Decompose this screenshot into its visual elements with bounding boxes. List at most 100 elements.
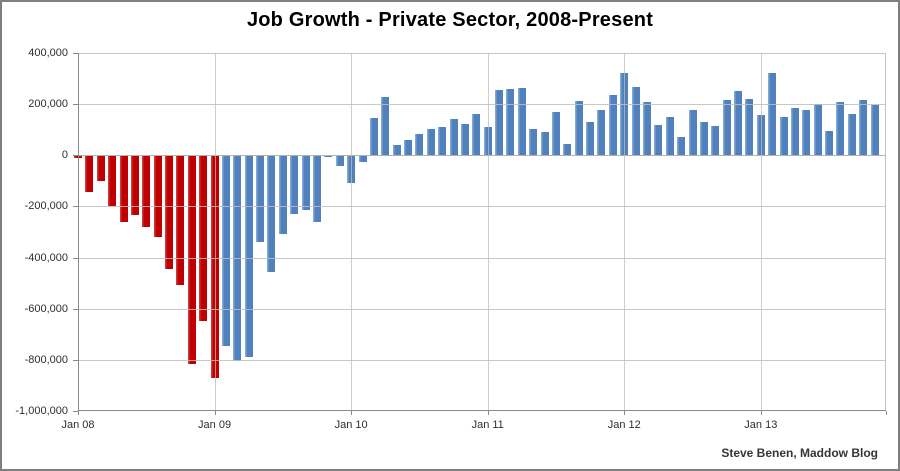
year-gridline-Jan 12 [624,53,626,411]
bar-apr-2011 [517,88,526,156]
bar-jun-2012 [677,137,686,156]
bar-jul-2010 [415,133,424,156]
x-axis-tick [760,411,762,415]
bar-dec-2008 [199,155,208,321]
bar-jun-2011 [540,132,549,156]
bar-oct-2011 [586,122,595,156]
bar-dec-2009 [335,155,344,166]
bar-dec-2012 [745,98,754,156]
year-gridline-Jan 09 [214,53,216,411]
y-axis-tick [73,104,78,106]
bar-may-2009 [256,155,265,242]
bar-nov-2010 [460,123,469,156]
bar-feb-2008 [85,155,94,193]
bar-may-2013 [802,109,811,156]
bar-feb-2010 [358,155,367,162]
y-axis-label: -200,000 [24,200,68,213]
bar-jul-2009 [278,155,287,234]
x-axis-tick [78,411,79,415]
gridline-0 [78,155,886,157]
bar-mar-2012 [643,102,651,156]
bar-jul-2011 [551,112,560,156]
y-axis-tick [73,257,78,259]
x-axis-label: Jan 08 [61,419,95,431]
gridline--200,000 [78,206,886,208]
bar-mar-2008 [96,155,105,181]
bar-sep-2008 [165,155,174,269]
x-axis-label: Jan 09 [198,419,232,431]
gridline--600,000 [78,308,886,310]
bar-jul-2008 [142,155,151,227]
gridline--400,000 [78,257,886,259]
bar-feb-2013 [768,73,777,156]
bar-aug-2011 [563,143,572,156]
bar-oct-2008 [176,155,185,286]
y-axis-label: 400,000 [28,47,68,59]
bar-oct-2010 [449,118,458,156]
x-axis-tick [487,411,489,415]
bar-apr-2010 [381,97,390,156]
y-axis-tick [73,155,78,157]
bar-sep-2012 [711,126,720,156]
gridline--800,000 [78,359,886,361]
bar-oct-2013 [859,100,868,156]
x-axis-label: Jan 10 [334,419,368,431]
bar-feb-2011 [495,90,504,156]
y-axis-line [78,53,79,411]
year-gridline-Jan 10 [351,53,353,411]
bar-may-2010 [392,145,401,156]
bar-dec-2011 [608,95,617,156]
bar-aug-2010 [426,128,435,156]
bar-apr-2008 [108,155,117,207]
y-axis-label: -600,000 [24,302,68,315]
bar-jun-2008 [130,155,139,216]
year-gridline-Jan 13 [760,53,762,411]
x-axis-tick [351,411,353,415]
y-axis-tick [73,359,78,361]
bar-mar-2011 [506,88,515,156]
y-axis-tick [73,411,78,412]
bar-apr-2009 [244,155,253,358]
bar-feb-2009 [221,155,230,346]
bar-aug-2012 [699,122,708,156]
x-axis-label: Jan 11 [471,419,504,431]
bar-aug-2009 [290,155,299,214]
bar-may-2011 [529,128,538,156]
y-axis-label: -1,000,000 [15,405,68,417]
bar-jul-2013 [825,131,834,156]
plot-area [74,53,886,411]
y-axis-tick [73,53,78,54]
bar-nov-2012 [734,91,743,156]
y-axis-tick [73,206,78,208]
y-axis-label: -800,000 [24,353,68,366]
bar-oct-2009 [312,155,321,222]
bar-jun-2009 [267,155,276,272]
x-axis-baseline [78,410,886,411]
x-axis-tick [214,411,216,415]
bar-nov-2008 [187,155,196,365]
plot-top-border [78,53,886,54]
chart-title: Job Growth - Private Sector, 2008-Presen… [246,9,654,31]
x-axis-tick-end [886,411,887,415]
attribution-text: Steve Benen, Maddow Blog [721,446,878,460]
bar-sep-2011 [574,101,583,156]
bar-jul-2012 [688,110,697,156]
x-axis-label: Jan 12 [607,419,641,431]
x-axis-tick [624,411,626,415]
y-axis-tick [73,308,78,310]
bar-sep-2013 [847,113,856,156]
gridline-200,000 [78,104,886,106]
plot-right-border [885,53,886,411]
x-axis-label: Jan 13 [744,419,778,431]
bar-feb-2012 [631,87,640,156]
bar-may-2012 [665,117,674,156]
bar-nov-2011 [597,110,606,156]
bar-nov-2013 [870,105,879,156]
y-axis-label: -400,000 [24,251,68,264]
bar-mar-2010 [369,118,378,156]
bar-jun-2010 [404,140,413,156]
bar-aug-2013 [836,102,845,156]
bar-dec-2010 [472,113,481,156]
bar-oct-2012 [722,99,731,156]
